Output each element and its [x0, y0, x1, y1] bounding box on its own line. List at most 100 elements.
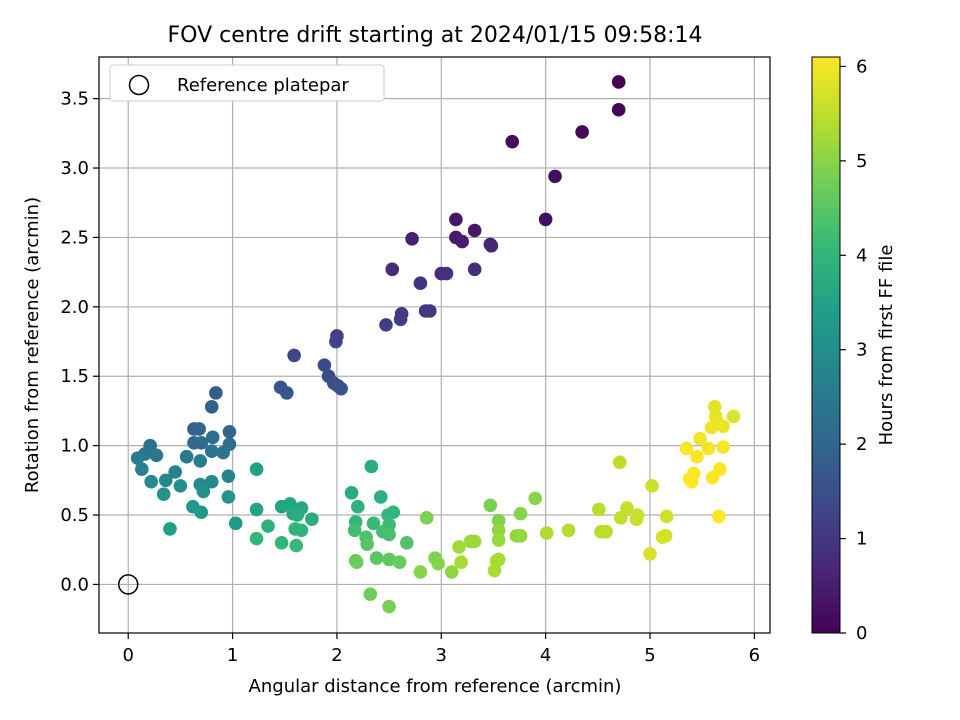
- colorbar-ticks: 0 1 2 3 4 5 6: [840, 56, 867, 644]
- data-point: [491, 523, 506, 538]
- data-point: [561, 523, 576, 538]
- data-point: [592, 502, 606, 517]
- x-axis-label: Angular distance from reference (arcmin): [249, 676, 622, 697]
- colorbar-tick-label: 2: [856, 434, 867, 455]
- data-point: [613, 511, 628, 525]
- colorbar-tick-label: 6: [856, 56, 867, 77]
- x-axis-ticks: 0 1 2 3 4 5 6: [122, 633, 760, 666]
- data-point: [289, 538, 304, 553]
- data-point: [405, 232, 419, 246]
- data-point: [467, 223, 482, 238]
- data-point: [261, 519, 275, 533]
- data-point: [513, 506, 528, 521]
- data-point: [204, 444, 219, 458]
- data-point: [413, 565, 428, 579]
- data-point: [726, 409, 741, 424]
- data-point: [280, 386, 294, 400]
- x-tick-label: 1: [227, 645, 238, 666]
- data-point: [620, 501, 634, 515]
- data-point: [452, 540, 466, 554]
- data-point: [249, 502, 264, 517]
- data-point: [221, 469, 236, 483]
- x-tick-label: 0: [122, 645, 133, 666]
- x-tick-label: 2: [331, 645, 342, 666]
- data-point: [611, 102, 626, 117]
- data-point: [548, 169, 562, 184]
- data-point: [366, 516, 381, 531]
- data-point: [484, 238, 499, 253]
- y-tick-label: 0.5: [60, 505, 89, 526]
- data-point: [712, 509, 726, 524]
- data-point: [134, 462, 149, 477]
- data-point: [216, 445, 230, 460]
- data-point: [419, 511, 434, 525]
- data-point: [393, 312, 408, 327]
- data-point: [163, 522, 177, 536]
- data-point: [349, 555, 364, 570]
- colorbar-label: Hours from first FF file: [876, 245, 897, 446]
- reference-marker: [117, 574, 139, 595]
- data-point: [334, 381, 348, 396]
- data-point: [350, 499, 365, 514]
- data-point: [144, 474, 158, 489]
- data-point: [360, 537, 374, 551]
- data-point: [645, 479, 659, 493]
- data-point: [491, 533, 506, 547]
- legend-label: Reference platepar: [177, 75, 349, 96]
- data-point: [363, 587, 378, 601]
- colorbar-tick-label: 4: [856, 245, 867, 266]
- data-point: [701, 441, 716, 456]
- data-point: [449, 212, 463, 227]
- data-point: [149, 448, 164, 463]
- data-point: [487, 563, 502, 578]
- data-point: [612, 455, 627, 470]
- legend-marker-icon: [128, 74, 150, 96]
- colorbar-tick-label: 5: [856, 151, 867, 172]
- data-point: [679, 441, 694, 456]
- data-point: [194, 436, 209, 450]
- data-point: [347, 523, 362, 538]
- data-point: [179, 449, 194, 464]
- data-point: [290, 508, 305, 522]
- data-point: [505, 134, 520, 149]
- data-point: [467, 534, 482, 549]
- data-point: [392, 555, 407, 570]
- data-point: [204, 399, 219, 414]
- data-point: [373, 490, 388, 504]
- data-point: [193, 454, 208, 468]
- data-point: [659, 509, 674, 524]
- chart-title: FOV centre drift starting at 2024/01/15 …: [168, 23, 703, 48]
- data-point: [400, 535, 414, 550]
- plot-frame: [98, 56, 771, 634]
- data-point: [209, 386, 223, 400]
- grid-lines: [99, 57, 770, 633]
- data-point: [382, 527, 396, 542]
- y-tick-label: 1.0: [60, 436, 89, 457]
- y-tick-label: 3.5: [60, 89, 89, 110]
- data-point: [173, 479, 188, 493]
- data-point: [305, 512, 319, 526]
- data-point: [439, 266, 454, 281]
- data-point: [483, 498, 498, 513]
- data-point: [575, 125, 589, 139]
- data-point: [168, 465, 182, 479]
- data-point: [364, 459, 379, 474]
- data-point: [369, 551, 384, 565]
- colorbar-tick-label: 3: [856, 340, 867, 361]
- data-points: [130, 75, 741, 614]
- data-point: [693, 431, 707, 446]
- colorbar: 0 1 2 3 4 5 6 Hours from first FF file: [811, 56, 897, 644]
- data-point: [413, 276, 428, 291]
- y-tick-label: 1.5: [60, 366, 89, 387]
- data-point: [538, 212, 553, 227]
- x-tick-label: 6: [749, 645, 760, 666]
- x-tick-label: 4: [540, 645, 551, 666]
- y-tick-label: 0.0: [60, 574, 89, 595]
- data-point: [192, 422, 206, 436]
- data-point: [294, 523, 309, 538]
- x-tick-label: 5: [644, 645, 655, 666]
- legend-box: [109, 64, 385, 102]
- data-point: [629, 512, 644, 526]
- data-point: [513, 529, 528, 543]
